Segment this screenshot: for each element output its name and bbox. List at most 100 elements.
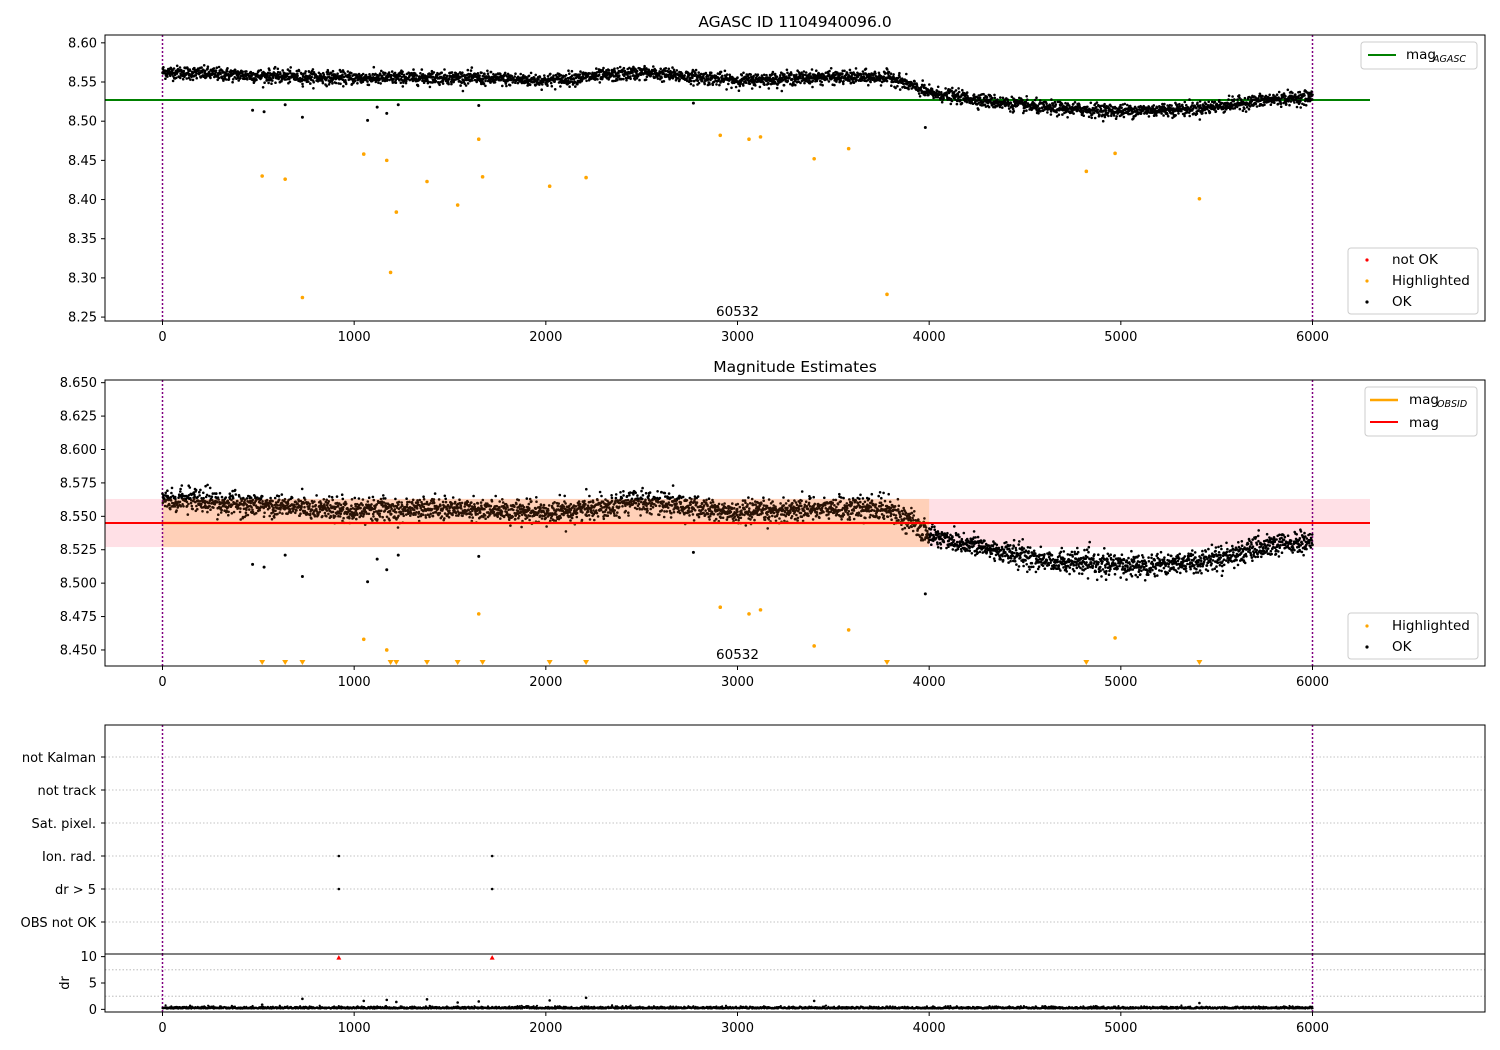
ok-point	[342, 516, 345, 520]
ok-point	[1243, 96, 1247, 100]
ok-point	[208, 494, 211, 498]
panel1-plot-area	[105, 35, 1370, 321]
ok-point	[208, 70, 211, 74]
ok-point	[662, 80, 666, 83]
ok-point	[1236, 98, 1239, 101]
ok-point	[224, 496, 228, 499]
ok-point	[762, 73, 766, 77]
ok-point	[418, 498, 422, 502]
x-tick-label-0: 0	[158, 330, 166, 345]
ok-point	[391, 81, 395, 84]
ok-point	[342, 70, 345, 74]
ok-point	[449, 80, 453, 83]
ok-point	[202, 496, 205, 500]
ok-point	[1213, 100, 1217, 104]
ok-point	[1106, 111, 1110, 115]
ok-point	[218, 491, 222, 495]
ok-point	[622, 77, 625, 81]
ok-point	[336, 72, 339, 75]
ok-point	[342, 85, 345, 88]
ok-point	[359, 506, 362, 510]
ok-point	[804, 71, 808, 74]
ok-point	[250, 506, 253, 509]
ok-point	[978, 96, 982, 100]
ok-point	[400, 75, 404, 79]
ok-point	[382, 494, 385, 497]
highlighted-point	[1084, 169, 1089, 174]
highlighted-point	[885, 292, 889, 297]
ok-point	[527, 74, 531, 78]
ok-point	[855, 78, 858, 82]
ok-point	[559, 85, 562, 88]
x-tick-label-3: 3000	[721, 330, 754, 345]
ok-point	[234, 493, 238, 496]
ok-point	[295, 69, 299, 73]
ok-point	[1245, 105, 1249, 109]
ok-point	[200, 66, 203, 69]
ok-point	[734, 85, 738, 89]
ok-point	[326, 73, 329, 76]
ok-point	[400, 501, 404, 504]
ok-point	[1263, 103, 1266, 107]
ok-point	[195, 504, 198, 508]
ok-point	[538, 75, 542, 79]
ok-point	[957, 90, 961, 94]
ok-point	[1022, 109, 1026, 113]
ok-point	[739, 81, 743, 84]
ok-point	[313, 515, 317, 518]
ok-point	[484, 84, 487, 88]
ok-point	[638, 78, 641, 82]
ok-point	[1001, 106, 1004, 109]
ok-point	[420, 68, 424, 71]
ok-point	[1199, 104, 1202, 107]
highlighted-point	[480, 175, 485, 179]
ok-point	[331, 498, 335, 502]
ok-point	[1162, 114, 1165, 117]
ok-point	[227, 510, 230, 514]
ok-point	[172, 67, 176, 70]
ok-point	[725, 73, 729, 76]
ok-point	[1163, 102, 1166, 106]
ok-point	[344, 79, 347, 82]
ok-point	[993, 96, 997, 100]
ok-point	[486, 72, 490, 75]
ok-point	[1055, 110, 1058, 114]
ok-point	[1196, 101, 1199, 105]
ok-point	[238, 510, 242, 514]
ok-point	[985, 95, 989, 99]
ok-point	[443, 73, 447, 77]
ok-point	[405, 497, 408, 501]
ok-point	[775, 75, 779, 78]
ok-point	[162, 497, 166, 500]
ok-point	[622, 66, 626, 70]
ok-point	[322, 498, 326, 501]
ok-point	[794, 83, 797, 87]
ok-point	[301, 85, 305, 88]
ok-point	[323, 511, 327, 515]
ok-point	[279, 72, 282, 76]
ok-point	[273, 65, 277, 69]
ok-point	[251, 508, 254, 512]
ok-point	[884, 72, 887, 75]
ok-point	[182, 69, 186, 73]
ok-point	[629, 77, 632, 81]
ok-point	[613, 67, 616, 70]
ok-point	[1218, 99, 1221, 102]
ok-point	[441, 82, 445, 85]
ok-point	[1095, 105, 1098, 109]
ok-point	[285, 74, 289, 78]
panel2-plot-area	[105, 380, 1370, 666]
ok-point	[723, 69, 727, 73]
ok-point	[353, 496, 357, 500]
ok-point	[291, 509, 295, 513]
ok-point	[329, 515, 333, 519]
ok-point	[273, 516, 276, 519]
ok-point	[330, 71, 333, 75]
ok-point	[783, 73, 786, 76]
ok-point	[570, 74, 574, 77]
ok-point	[907, 87, 910, 91]
ok-point	[381, 515, 385, 519]
ok-point	[233, 488, 237, 492]
ok-point	[432, 71, 436, 74]
highlighted-point	[747, 137, 751, 142]
